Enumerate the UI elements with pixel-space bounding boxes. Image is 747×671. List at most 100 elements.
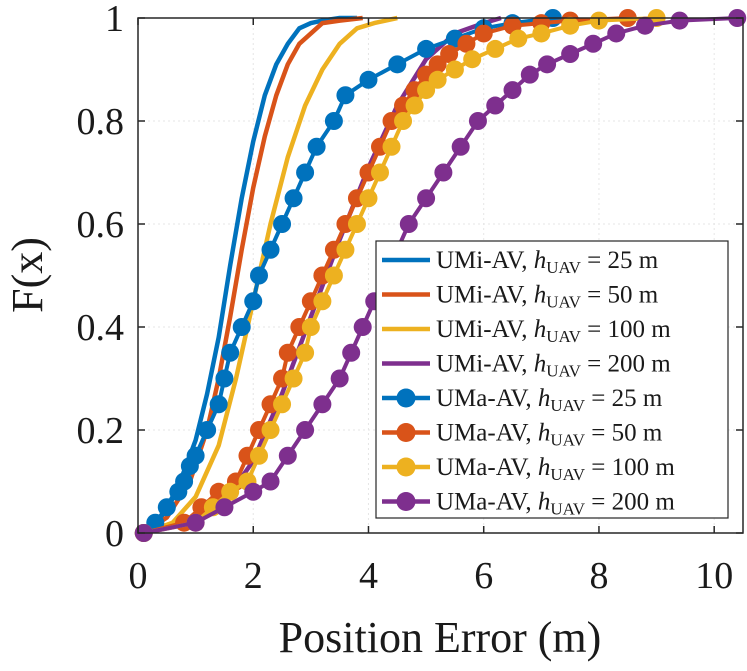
data-point [405,96,424,115]
data-point [353,318,372,336]
data-point [296,163,315,182]
x-axis-label: Position Error (m) [279,613,602,662]
data-point [209,395,228,414]
legend-item: UMa-AV, hUAV = 100 m [382,454,675,484]
data-point [278,343,297,362]
legend-box [375,240,729,519]
legend-label: UMi-AV, hUAV = 200 m [436,351,671,381]
data-point [261,240,280,259]
legend-swatch-marker [396,457,416,477]
data-point [244,292,263,311]
data-point [198,421,217,439]
x-tick-label: 4 [359,555,378,597]
legend-item: UMa-AV, hUAV = 200 m [382,489,675,519]
data-point [296,421,315,439]
legend-item: UMi-AV, hUAV = 50 m [382,282,659,312]
legend-label: UMa-AV, hUAV = 200 m [436,489,675,519]
data-point [221,482,240,501]
data-point [382,137,401,156]
data-point [561,45,580,64]
legend-label: UMa-AV, hUAV = 100 m [436,454,675,484]
x-tick-label: 10 [695,555,733,597]
data-point [503,81,522,100]
y-tick-label: 0 [105,513,124,555]
legend-swatch-marker [396,423,416,442]
data-point [486,96,505,115]
data-point [221,343,240,362]
legend-label: UMi-AV, hUAV = 25 m [436,247,659,277]
legend-item: UMi-AV, hUAV = 200 m [382,351,671,381]
legend-label: UMa-AV, hUAV = 50 m [436,420,663,450]
data-point [336,86,355,105]
data-point [371,163,389,182]
legend-label: UMi-AV, hUAV = 100 m [436,316,671,346]
data-point [394,112,413,130]
data-point [342,343,361,362]
data-point [347,215,366,233]
series-2 [143,15,398,536]
data-point [296,343,315,362]
data-point [451,137,470,156]
series-6 [134,9,666,542]
data-point [273,215,292,233]
data-point [232,318,251,336]
legend-item: UMa-AV, hUAV = 50 m [382,420,663,450]
data-point [244,482,263,501]
data-point [175,472,194,491]
legend-item: UMi-AV, hUAV = 100 m [382,316,671,346]
data-point [250,446,268,465]
y-tick-label: 0.2 [77,410,125,452]
y-axis-label: F(x) [3,237,52,313]
x-tick-label: 2 [244,555,263,597]
data-point [324,266,343,285]
data-point [307,137,326,156]
data-point [359,189,378,208]
data-point [434,163,453,182]
data-point [186,446,205,465]
data-point [250,266,268,285]
data-point [532,24,551,43]
data-point [445,60,464,79]
data-point [330,369,349,388]
legend-item: UMa-AV, hUAV = 25 m [382,385,663,415]
data-point [261,472,280,491]
data-point [670,11,689,30]
y-tick-label: 0.6 [77,204,125,246]
data-point [417,81,436,100]
x-tick-label: 0 [129,555,148,597]
data-point [359,70,378,89]
legend-item: UMi-AV, hUAV = 25 m [382,247,659,277]
data-point [463,50,482,69]
series-4 [134,9,562,542]
y-tick-label: 0.8 [77,101,125,143]
data-point [273,395,292,414]
legend-label: UMi-AV, hUAV = 50 m [436,282,659,312]
data-point [428,70,447,89]
data-point [440,45,459,64]
data-point [538,55,557,74]
data-point [468,112,487,130]
data-point [607,24,626,43]
data-point [313,395,332,414]
axis-ticks: 0 2 4 6 8 10 0 0.2 0.4 0.6 0.8 1 [77,0,743,597]
data-point [278,446,297,465]
data-point [215,498,234,517]
data-point [636,16,655,35]
series-line [143,15,398,536]
data-point [284,369,303,388]
data-point [457,34,476,53]
data-point [561,16,580,35]
data-point [186,513,205,532]
data-point [157,498,176,517]
legend: UMi-AV, hUAV = 25 m UMi-AV, hUAV = 50 m UM… [375,240,729,519]
data-point [509,29,528,48]
data-point [486,39,505,58]
data-point [399,215,418,233]
x-tick-label: 8 [589,555,608,597]
x-tick-label: 6 [474,555,493,597]
data-point [215,369,234,388]
data-point [336,240,355,259]
data-point [324,112,343,130]
data-point [584,34,603,53]
